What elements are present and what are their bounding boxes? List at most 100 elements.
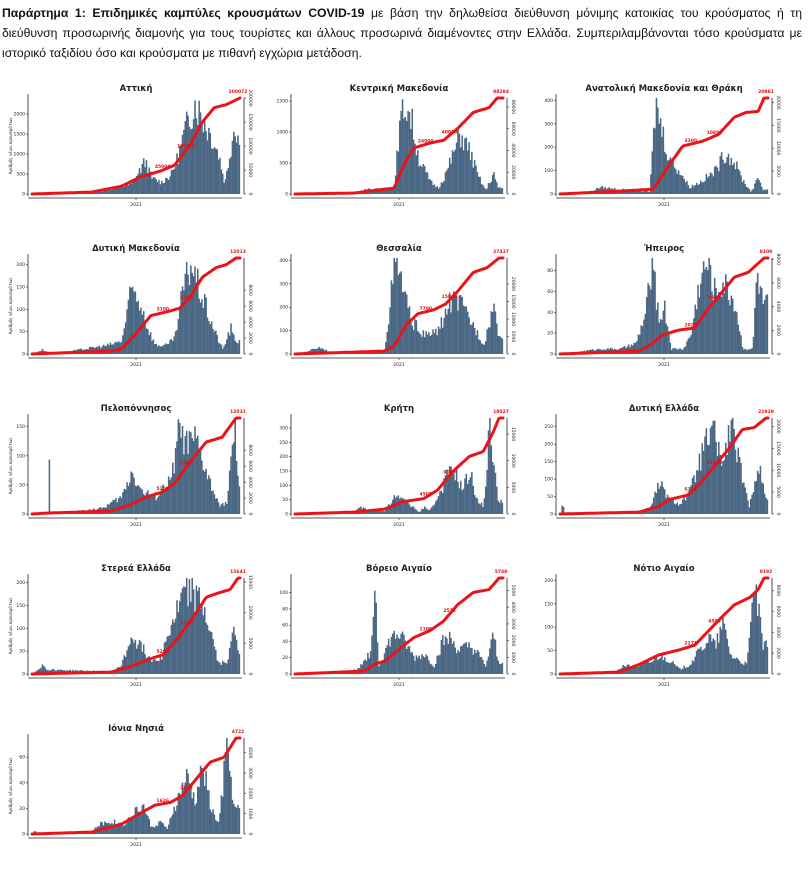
left-tick-label: 150 — [544, 459, 553, 465]
bar — [132, 182, 134, 194]
left-tick-label: 1000 — [14, 152, 26, 158]
bar — [481, 343, 483, 354]
left-tick-label: 80 — [547, 268, 553, 274]
bar — [706, 643, 708, 674]
bar — [230, 641, 232, 674]
bar — [675, 666, 677, 674]
bar — [466, 474, 468, 514]
bar — [414, 144, 416, 194]
final-total-label: 88284 — [493, 89, 509, 95]
bar — [438, 189, 440, 194]
bar — [142, 315, 144, 354]
bar — [701, 651, 703, 674]
bar — [640, 192, 642, 194]
bar — [142, 164, 144, 194]
bar — [186, 112, 188, 194]
bar — [740, 463, 742, 514]
bar — [381, 511, 383, 514]
bar — [658, 659, 660, 674]
bar — [489, 418, 491, 514]
bar — [144, 324, 146, 354]
bar — [175, 167, 177, 194]
bar — [439, 491, 441, 514]
bar — [146, 160, 148, 194]
bar — [761, 482, 763, 514]
bar — [405, 502, 407, 514]
bar — [219, 344, 221, 354]
right-tick-label: 2000 — [247, 492, 253, 504]
bar — [161, 822, 163, 834]
bar — [136, 302, 138, 354]
bar — [158, 661, 160, 674]
bar — [178, 164, 180, 194]
bar — [417, 331, 419, 354]
bar — [237, 135, 239, 194]
bar — [416, 320, 418, 354]
bar — [477, 650, 479, 674]
bar — [649, 192, 651, 194]
bars — [296, 418, 503, 514]
bar — [457, 129, 459, 194]
bar — [649, 663, 651, 674]
bar — [434, 333, 436, 354]
bar — [198, 450, 200, 514]
bar — [700, 470, 702, 514]
bar — [751, 495, 753, 514]
bar — [416, 655, 418, 674]
bar — [423, 164, 425, 194]
bar — [761, 288, 763, 354]
bar — [175, 331, 177, 354]
bar — [167, 344, 169, 354]
bar — [228, 491, 230, 514]
left-tick-label: 250 — [279, 440, 288, 446]
bar — [472, 655, 474, 674]
bar — [749, 189, 751, 194]
bar — [646, 191, 648, 194]
bar — [744, 487, 746, 514]
bar — [707, 445, 709, 514]
bar — [438, 327, 440, 354]
left-tick-label: 0 — [22, 352, 25, 358]
chart-title: Ανατολική Μακεδονία και Θράκη — [585, 83, 742, 94]
bar — [672, 348, 674, 354]
bar — [239, 340, 241, 354]
bar — [728, 300, 730, 354]
bar — [130, 184, 132, 194]
bar — [751, 190, 753, 194]
bar — [489, 327, 491, 354]
chart-title: Κρήτη — [384, 404, 414, 414]
cumulative-label: 4500 — [708, 619, 721, 625]
bar — [668, 663, 670, 674]
left-tick-label: 100 — [544, 625, 553, 631]
y-axis-label: Αριθμός νέων κρουσμάτων — [8, 277, 13, 335]
bar — [416, 510, 418, 514]
left-tick-label: 60 — [547, 289, 553, 295]
bar — [178, 319, 180, 354]
left-tick-label: 150 — [16, 285, 25, 291]
bar — [216, 660, 218, 674]
bar — [418, 166, 420, 194]
bar — [714, 278, 716, 354]
left-tick-label: 0 — [285, 672, 288, 678]
bar — [197, 436, 199, 514]
bar — [430, 336, 432, 354]
bar — [477, 330, 479, 354]
bar — [165, 343, 167, 354]
cumulative-label: 15800 — [442, 294, 458, 300]
bar — [410, 129, 412, 194]
bar — [226, 663, 228, 674]
bar — [701, 182, 703, 194]
bar — [496, 657, 498, 674]
bar — [486, 330, 488, 354]
right-tick-label: 0 — [247, 833, 253, 836]
caption-bold: Παράρτημα 1: Επιδημικές καμπύλες κρουσμά… — [2, 6, 364, 20]
x-tick-label: 2021 — [130, 842, 142, 848]
cumulative-label: 24000 — [418, 138, 434, 144]
bar — [726, 639, 728, 674]
bar — [744, 349, 746, 354]
bar — [389, 646, 391, 674]
bar — [201, 461, 203, 514]
bar — [209, 133, 211, 194]
bar — [642, 192, 644, 194]
bar — [491, 311, 493, 354]
